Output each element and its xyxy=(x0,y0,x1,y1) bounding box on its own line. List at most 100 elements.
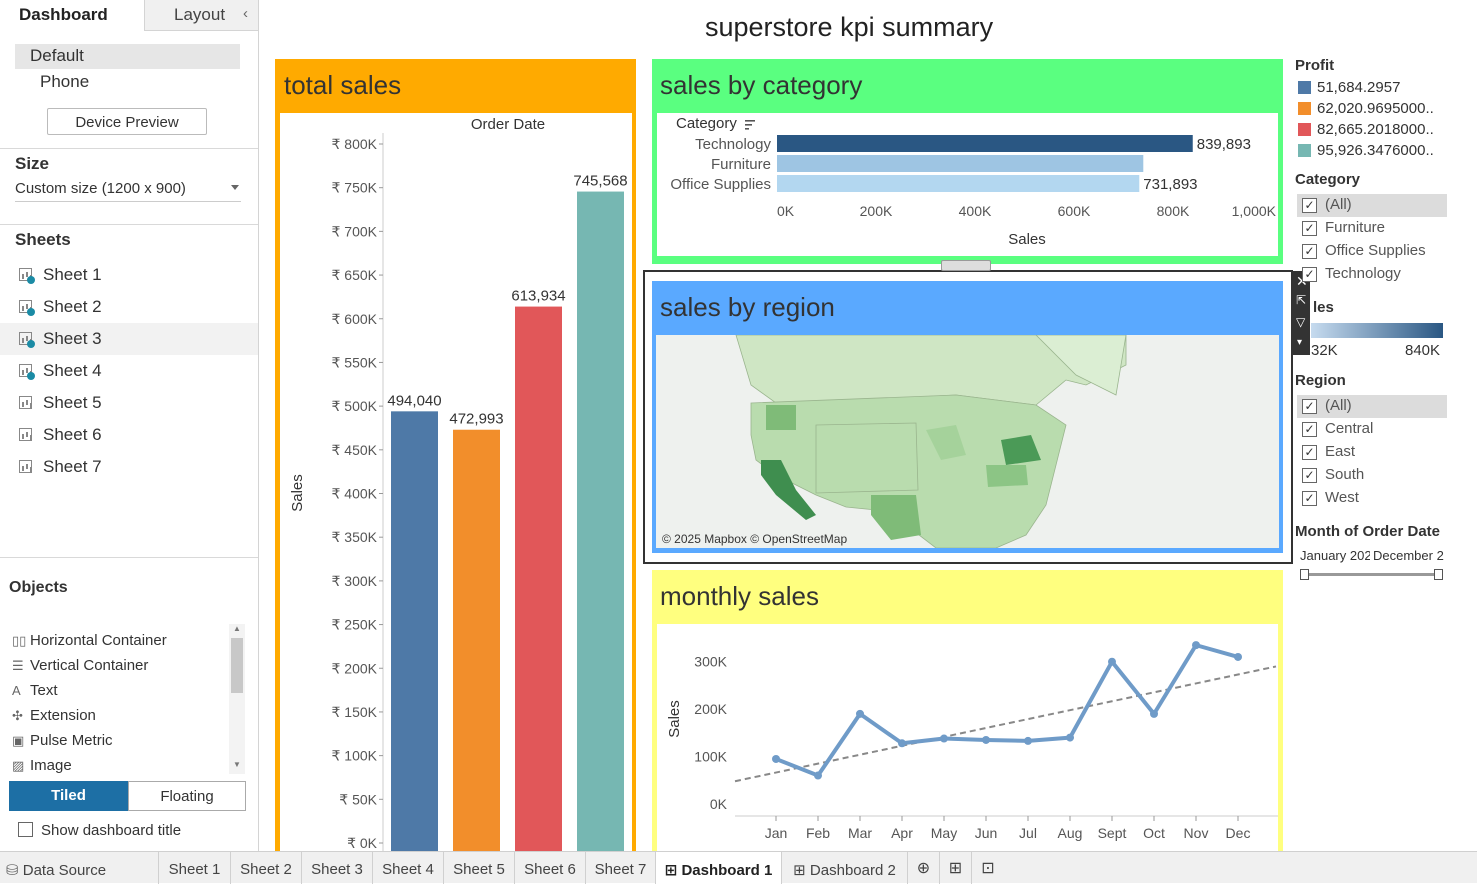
data-point[interactable] xyxy=(1234,652,1242,661)
month-slider-track[interactable] xyxy=(1304,573,1440,576)
checkbox-checked-icon[interactable]: ✓ xyxy=(1302,244,1317,259)
y-tick-label: ₹ 150K xyxy=(332,704,378,720)
category-filter-office-supplies[interactable]: ✓ Office Supplies xyxy=(1297,240,1447,263)
legend-item[interactable]: 82,665.2018000.. xyxy=(1317,121,1434,138)
device-phone[interactable]: Phone xyxy=(40,72,90,91)
tab-layout[interactable]: Layout xyxy=(144,0,258,31)
month-slider-end-handle[interactable] xyxy=(1434,569,1443,580)
sales-line[interactable] xyxy=(775,643,1239,778)
tab-sheet-1[interactable]: Sheet 1 xyxy=(159,852,231,884)
checkbox-checked-icon[interactable]: ✓ xyxy=(1302,491,1317,506)
floating-button[interactable]: Floating xyxy=(128,781,246,811)
region-filter-all[interactable]: ✓ (All) xyxy=(1297,395,1447,418)
more-options-icon[interactable]: ▾ xyxy=(1297,337,1303,348)
scrollbar-thumb[interactable] xyxy=(231,638,243,693)
bar[interactable] xyxy=(515,306,562,851)
checkbox-checked-icon[interactable]: ✓ xyxy=(1302,445,1317,460)
data-point[interactable] xyxy=(1066,733,1074,742)
tab-sheet-2[interactable]: Sheet 2 xyxy=(231,852,302,884)
sheet-item[interactable]: Sheet 7 xyxy=(0,451,258,483)
scroll-down-icon[interactable]: ▼ xyxy=(233,760,241,769)
category-filter-technology[interactable]: ✓ Technology xyxy=(1297,263,1447,286)
data-point[interactable] xyxy=(1150,709,1158,718)
data-point[interactable] xyxy=(1192,641,1200,650)
checkbox-checked-icon[interactable]: ✓ xyxy=(1302,422,1317,437)
tab-dashboard-1[interactable]: ⊞ Dashboard 1 xyxy=(656,852,782,884)
checkbox-checked-icon[interactable]: ✓ xyxy=(1302,221,1317,236)
object-text[interactable]: A Text xyxy=(12,682,58,699)
bar[interactable] xyxy=(777,175,1140,192)
category-filter-all[interactable]: ✓ (All) xyxy=(1297,194,1447,217)
legend-item[interactable]: 95,926.3476000.. xyxy=(1317,142,1434,159)
object-image[interactable]: ▨ Image xyxy=(12,757,72,774)
device-preview-button[interactable]: Device Preview xyxy=(47,108,207,135)
close-icon[interactable]: ✕ xyxy=(1296,273,1308,290)
sales-by-region-map[interactable]: © 2025 Mapbox © OpenStreetMap xyxy=(656,335,1279,548)
scroll-up-icon[interactable]: ▲ xyxy=(233,624,241,633)
tiled-button[interactable]: Tiled xyxy=(9,781,128,811)
data-point[interactable] xyxy=(814,771,822,780)
data-point[interactable] xyxy=(1024,736,1032,745)
tab-sheet-3[interactable]: Sheet 3 xyxy=(302,852,373,884)
device-default[interactable]: Default xyxy=(15,44,240,69)
map-attribution[interactable]: © 2025 Mapbox © OpenStreetMap xyxy=(662,532,848,546)
bar[interactable] xyxy=(777,155,1144,172)
sheet-item[interactable]: Sheet 2 xyxy=(0,291,258,323)
data-point[interactable] xyxy=(856,709,864,718)
y-axis-title: Sales xyxy=(666,700,683,738)
object-pulse-metric[interactable]: ▣ Pulse Metric xyxy=(12,732,113,749)
checkbox-checked-icon[interactable]: ✓ xyxy=(1302,198,1317,213)
legend-item[interactable]: 51,684.2957 xyxy=(1317,79,1401,96)
tab-dashboard[interactable]: Dashboard xyxy=(19,5,108,24)
new-worksheet-icon[interactable]: ⊕ xyxy=(908,852,940,884)
object-vertical-container[interactable]: ☰ Vertical Container xyxy=(12,657,149,674)
size-dropdown[interactable]: Custom size (1200 x 900) xyxy=(15,180,241,202)
data-point[interactable] xyxy=(940,734,948,743)
month-filter-start[interactable]: January 202 xyxy=(1300,548,1370,563)
object-horizontal-container[interactable]: ▯▯ Horizontal Container xyxy=(12,632,167,649)
bar[interactable] xyxy=(453,429,500,851)
checkbox-checked-icon[interactable]: ✓ xyxy=(1302,267,1317,282)
data-point[interactable] xyxy=(772,754,780,763)
filter-icon[interactable]: ▽ xyxy=(1296,315,1306,329)
month-slider-start-handle[interactable] xyxy=(1300,569,1309,580)
checkbox-checked-icon[interactable]: ✓ xyxy=(1302,468,1317,483)
x-tick-label: Oct xyxy=(1143,825,1165,841)
sheet-item[interactable]: Sheet 6 xyxy=(0,419,258,451)
region-filter-east[interactable]: ✓ East xyxy=(1297,441,1447,464)
bar[interactable] xyxy=(577,191,624,851)
tab-data-source[interactable]: ⛁ Data Source xyxy=(0,852,159,884)
checkbox-checked-icon[interactable]: ✓ xyxy=(1302,399,1317,414)
data-point[interactable] xyxy=(898,739,906,748)
sort-icon[interactable] xyxy=(745,120,755,130)
tab-sheet-5[interactable]: Sheet 5 xyxy=(444,852,515,884)
bar[interactable] xyxy=(391,411,438,851)
month-filter-end[interactable]: December 2 xyxy=(1373,548,1444,563)
show-dashboard-title[interactable]: Show dashboard title xyxy=(18,822,181,839)
sheet-item[interactable]: Sheet 4 xyxy=(0,355,258,387)
data-point[interactable] xyxy=(982,735,990,744)
tab-sheet-4[interactable]: Sheet 4 xyxy=(373,852,444,884)
drag-handle-icon[interactable] xyxy=(941,260,991,271)
region-filter-west[interactable]: ✓ West xyxy=(1297,487,1447,510)
tab-sheet-7[interactable]: Sheet 7 xyxy=(586,852,656,884)
sheet-item[interactable]: Sheet 3 xyxy=(0,323,258,355)
object-extension[interactable]: ✣ Extension xyxy=(12,707,96,724)
sheet-item[interactable]: Sheet 1 xyxy=(0,259,258,291)
region-filter-central[interactable]: ✓ Central xyxy=(1297,418,1447,441)
go-to-sheet-icon[interactable]: ⇱ xyxy=(1296,293,1307,307)
region-filter-south[interactable]: ✓ South xyxy=(1297,464,1447,487)
bar[interactable] xyxy=(777,135,1193,152)
tab-dashboard-2[interactable]: ⊞ Dashboard 2 xyxy=(782,852,908,884)
category-filter-furniture[interactable]: ✓ Furniture xyxy=(1297,217,1447,240)
legend-item[interactable]: 62,020.9695000.. xyxy=(1317,100,1434,117)
tab-sheet-6[interactable]: Sheet 6 xyxy=(515,852,586,884)
new-dashboard-icon[interactable]: ⊞ xyxy=(940,852,972,884)
sales-by-category-chart: Category Sales 0K 200K 400K 600K 800K 1,000K … xyxy=(670,115,1276,248)
collapse-icon[interactable]: ‹ xyxy=(243,5,248,22)
checkbox[interactable] xyxy=(18,822,33,837)
new-story-icon[interactable]: ⊡ xyxy=(981,860,995,877)
trend-line[interactable] xyxy=(734,665,1277,783)
data-point[interactable] xyxy=(1108,657,1116,666)
sheet-item[interactable]: Sheet 5 xyxy=(0,387,258,419)
